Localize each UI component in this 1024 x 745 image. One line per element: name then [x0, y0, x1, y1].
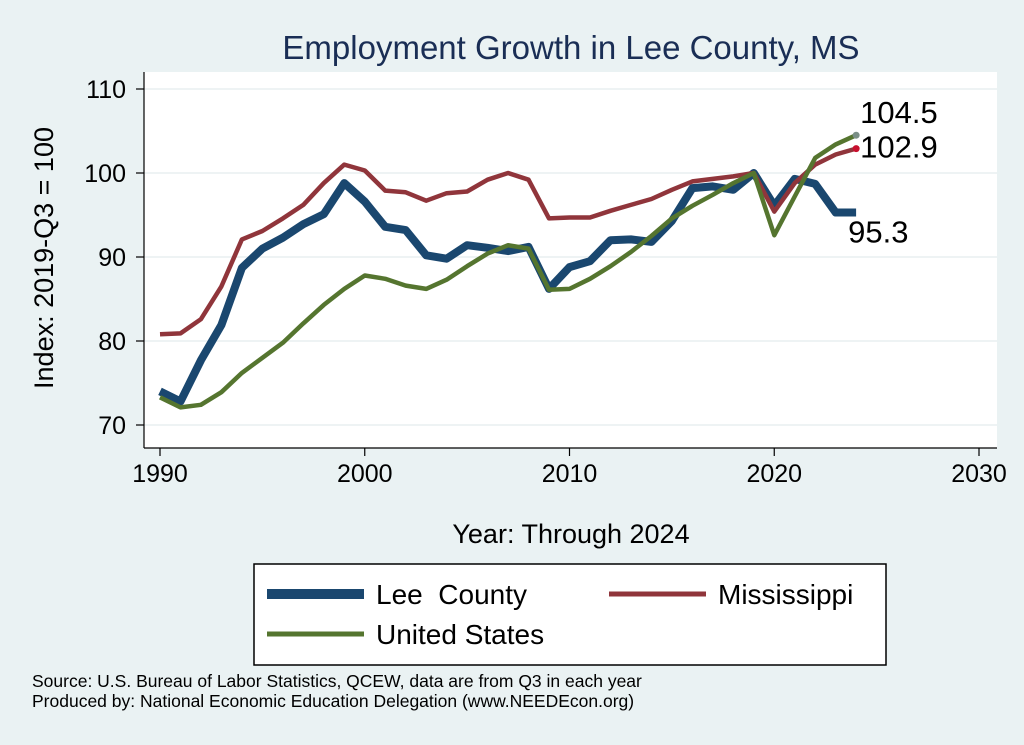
legend-label-lee-county: Lee County [376, 579, 527, 610]
end-label-united-states: 104.5 [860, 95, 938, 130]
source-note: Source: U.S. Bureau of Labor Statistics,… [32, 671, 642, 711]
series-lines [158, 133, 858, 410]
y-tick-label: 110 [86, 76, 126, 104]
end-marker-united-states [852, 131, 860, 139]
series-line-united-states [159, 133, 858, 410]
series-line-lee-county [158, 169, 857, 406]
end-marker-mississippi [852, 145, 860, 153]
y-tick-label: 70 [98, 412, 126, 440]
legend-box [253, 563, 887, 666]
legend-label-united-states: United States [376, 619, 544, 650]
x-tick-label: 2020 [746, 460, 802, 488]
producer-line: Produced by: National Economic Education… [32, 691, 635, 711]
y-axis-label: Index: 2019-Q3 = 100 [29, 127, 59, 389]
x-tick-label: 1990 [132, 460, 188, 488]
chart-title: Employment Growth in Lee County, MS [282, 29, 859, 66]
x-tick-label: 2030 [951, 460, 1007, 488]
y-tick-label: 90 [98, 244, 126, 272]
x-axis-ticks: 1990 2000 2010 2020 2030 [132, 448, 1007, 488]
x-tick-label: 2000 [337, 460, 393, 488]
end-label-lee-county: 95.3 [848, 214, 908, 249]
y-tick-label: 80 [98, 328, 126, 356]
y-axis-ticks: 70 80 90 100 110 [84, 76, 144, 440]
legend-label-mississippi: Mississippi [718, 579, 853, 610]
source-line: Source: U.S. Bureau of Labor Statistics,… [32, 671, 642, 691]
x-tick-label: 2010 [542, 460, 598, 488]
x-axis-label: Year: Through 2024 [452, 519, 689, 549]
y-tick-label: 100 [84, 160, 126, 188]
end-label-mississippi: 102.9 [860, 130, 938, 165]
legend: Lee County Mississippi United States [253, 563, 887, 666]
series-line-mississippi [159, 146, 857, 337]
